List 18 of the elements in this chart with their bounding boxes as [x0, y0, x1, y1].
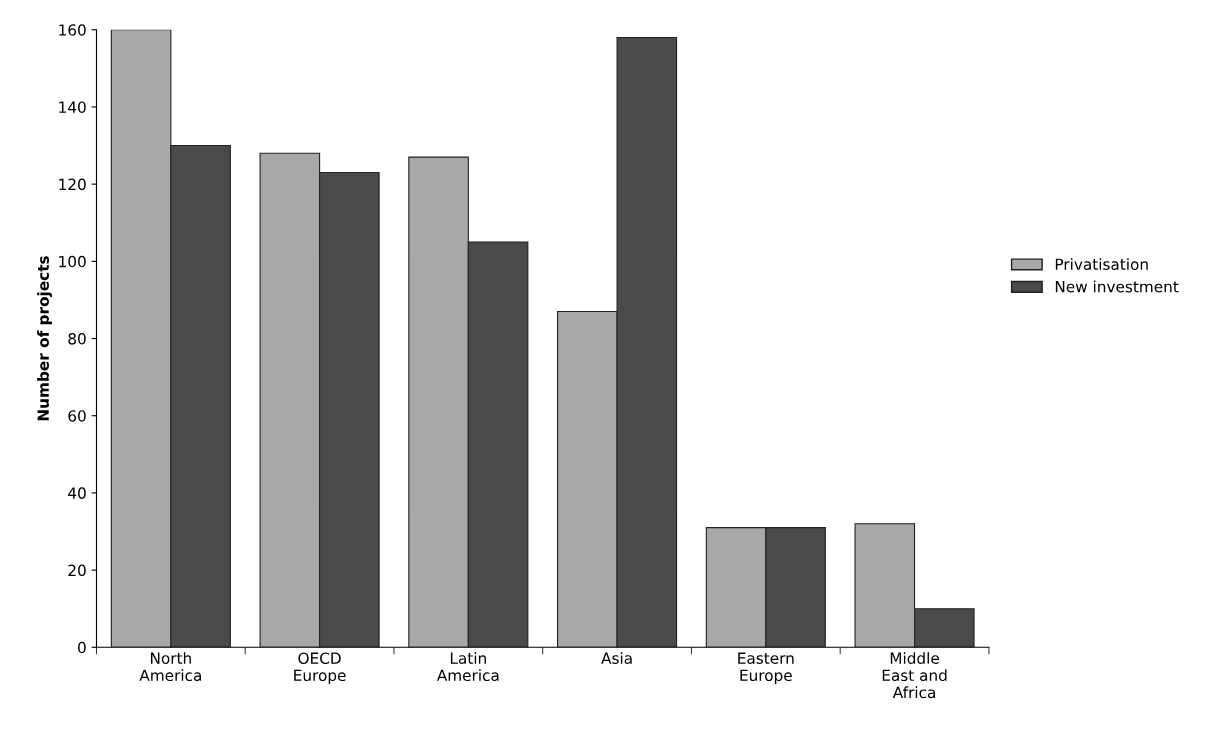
- y-tick-label: 20: [68, 564, 86, 577]
- y-tick-label: 40: [68, 487, 86, 499]
- y-tick-label: 160: [59, 24, 86, 36]
- y-tick-label: 120: [59, 178, 86, 191]
- x-tick-label: Asia: [601, 652, 632, 664]
- y-tick-label: 140: [59, 101, 86, 113]
- y-tick-label: 0: [78, 641, 86, 654]
- x-tick-label: OECD Europe: [294, 652, 346, 685]
- legend-label: New investment: [1055, 280, 1179, 293]
- y-tick-label: 100: [59, 255, 86, 268]
- y-axis-title: Number of projects: [37, 256, 53, 421]
- legend-label: Privatisation: [1055, 258, 1148, 270]
- y-tick-label: 60: [68, 410, 86, 422]
- x-tick-label: Eastern Europe: [738, 652, 794, 685]
- x-tick-label: North America: [139, 652, 201, 682]
- y-tick-label: 80: [68, 332, 86, 345]
- x-tick-label: Middle East and Africa: [882, 652, 947, 699]
- x-tick-label: Latin America: [436, 652, 499, 682]
